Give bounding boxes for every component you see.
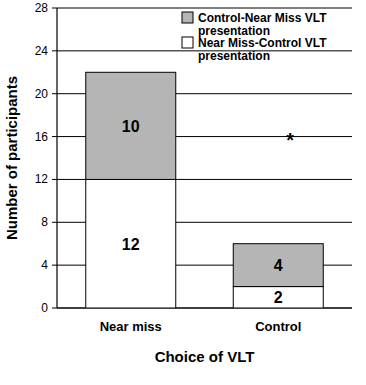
category-label: Near miss [100, 319, 162, 334]
tick-label: 24 [35, 44, 49, 58]
legend-line: Control-Near Miss VLT [198, 11, 327, 25]
data-label: 2 [274, 289, 283, 306]
tick-mark [52, 8, 57, 9]
tick-label: 20 [35, 87, 49, 101]
tick-mark [52, 136, 57, 137]
tick-mark [52, 265, 57, 266]
tick-label: 8 [41, 215, 48, 229]
y-axis-label: Number of participants [3, 76, 20, 240]
legend-swatch [182, 37, 193, 48]
grid-line [57, 8, 352, 9]
tick-mark [52, 179, 57, 180]
bar-segment [233, 244, 323, 287]
tick-label: 12 [35, 172, 49, 186]
bar-segment [86, 72, 176, 179]
bar-segment [233, 287, 323, 308]
data-label: 10 [122, 118, 140, 135]
tick-mark [52, 222, 57, 223]
tick-mark [52, 50, 57, 51]
tick-label: 28 [35, 1, 49, 15]
tick-label: 16 [35, 130, 49, 144]
legend-line: presentation [198, 49, 270, 63]
annotation: * [286, 129, 294, 151]
category-label: Control [255, 319, 301, 334]
legend-label: Control-Near Miss VLTpresentation [198, 11, 327, 38]
tick-mark [52, 308, 57, 309]
tick-label: 0 [41, 301, 48, 315]
bar-segment [86, 179, 176, 308]
legend-swatch [182, 12, 193, 23]
data-label: 12 [122, 236, 140, 253]
x-axis-label: Choice of VLT [155, 348, 255, 365]
bars [86, 72, 324, 308]
data-label: 4 [274, 257, 283, 274]
legend-label: Near Miss-Control VLTpresentation [198, 36, 327, 63]
legend-line: Near Miss-Control VLT [198, 36, 327, 50]
tick-mark [52, 93, 57, 94]
tick-label: 4 [41, 258, 48, 272]
y-axis [56, 8, 57, 308]
